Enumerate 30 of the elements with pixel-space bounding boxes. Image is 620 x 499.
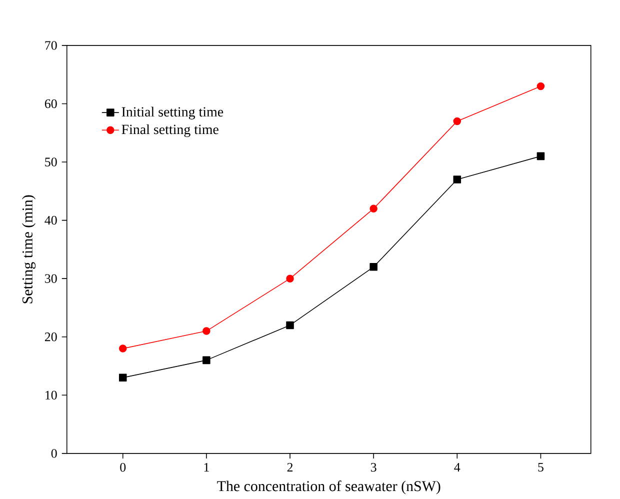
y-tick-label: 10 [46, 391, 57, 400]
x-tick-label: 2 [287, 463, 293, 472]
point [118, 344, 127, 353]
x-axis-title: The concentration of seawater (nSW) [217, 480, 440, 494]
x-tick-label: 5 [538, 463, 544, 472]
y-tick-label: 20 [44, 332, 57, 342]
x-tick-label: 1 [204, 463, 209, 472]
point [453, 118, 462, 126]
y-tick-label: 30 [45, 274, 57, 284]
y-tick-label: 50 [45, 158, 57, 167]
y-axis-title: Setting time (min) [22, 196, 36, 304]
point [286, 274, 294, 283]
point [370, 263, 378, 272]
x-tick-label: 0 [120, 463, 126, 472]
legend-label: Initial setting time [122, 106, 224, 120]
x-tick-label: 3 [370, 463, 376, 472]
x-tick-label: 4 [454, 463, 460, 472]
point [202, 327, 210, 336]
y-tick-label: 60 [44, 100, 57, 108]
point [536, 152, 545, 160]
point [370, 204, 378, 213]
y-tick-label: 70 [45, 41, 57, 50]
y-tick-label: 40 [44, 216, 57, 225]
point [118, 374, 127, 382]
legend-label: Final setting time [122, 124, 218, 138]
y-tick-label: 0 [51, 449, 57, 458]
point [453, 176, 462, 184]
point [202, 356, 210, 364]
point [286, 322, 294, 330]
point [536, 82, 545, 90]
